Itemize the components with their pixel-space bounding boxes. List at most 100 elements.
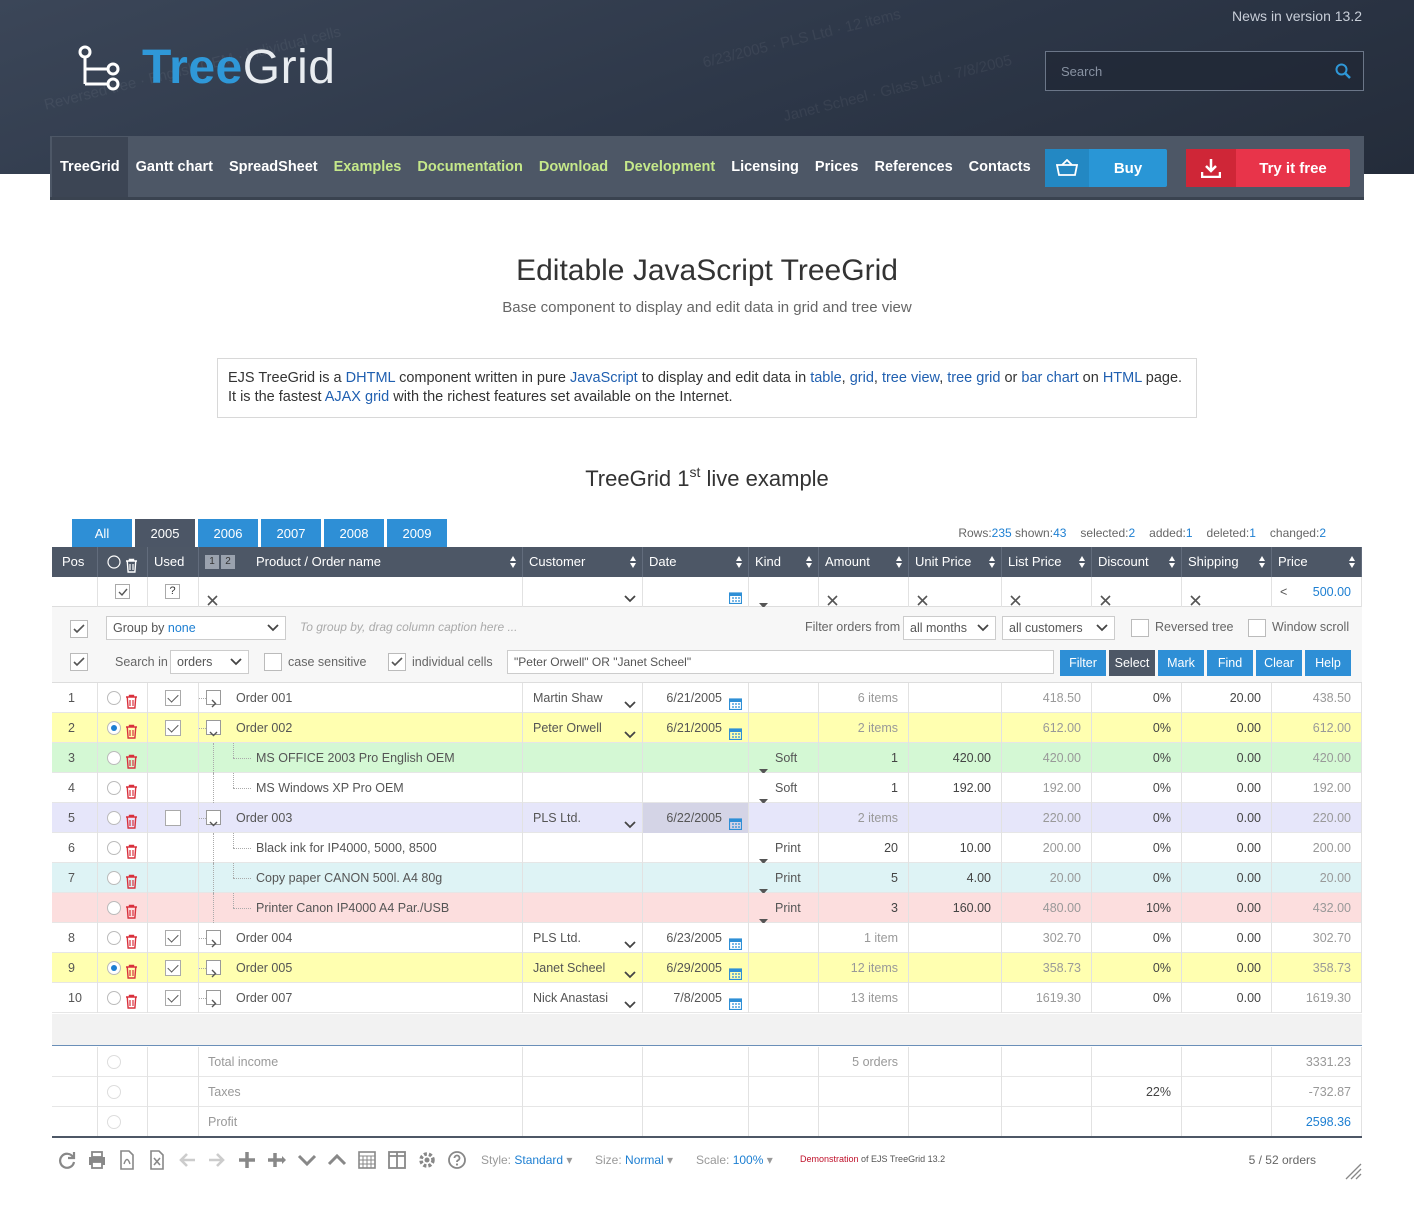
clear-filter-icon[interactable] xyxy=(827,587,838,607)
shipping-cell[interactable]: 0.00 xyxy=(1182,893,1272,923)
calendar-icon[interactable] xyxy=(728,811,743,833)
select-cell[interactable] xyxy=(98,803,148,833)
used-checkbox[interactable] xyxy=(165,960,181,976)
used-cell[interactable] xyxy=(148,953,199,983)
shipping-cell[interactable]: 0.00 xyxy=(1182,953,1272,983)
price-cell[interactable]: 302.70 xyxy=(1272,923,1362,953)
date-cell[interactable] xyxy=(643,893,749,923)
tab-2006[interactable]: 2006 xyxy=(198,519,258,547)
link-grid[interactable]: grid xyxy=(849,370,874,386)
chevron-down-icon[interactable] xyxy=(624,722,636,743)
dropdown-arrow-icon[interactable] xyxy=(759,846,768,863)
used-checkbox[interactable] xyxy=(165,810,181,826)
table-row[interactable]: 1 Order 001 Martin Shaw 6/21/2005 6 items 418… xyxy=(52,683,1362,713)
nav-development[interactable]: Development xyxy=(624,158,716,175)
list-cell[interactable]: 1619.30 xyxy=(1002,983,1092,1013)
discount-cell[interactable]: 0% xyxy=(1092,983,1182,1013)
reversed-tree-checkbox[interactable] xyxy=(1131,619,1149,637)
customer-cell[interactable] xyxy=(523,833,643,863)
site-search[interactable] xyxy=(1045,51,1364,91)
kind-cell[interactable] xyxy=(749,923,819,953)
customer-cell[interactable] xyxy=(523,893,643,923)
sort-icon[interactable] xyxy=(736,556,742,568)
amount-cell[interactable]: 1 item xyxy=(819,923,909,953)
table-row[interactable]: 10 Order 007 Nick Anastasi 7/8/2005 13 items… xyxy=(52,983,1362,1013)
nav-documentation[interactable]: Documentation xyxy=(417,158,523,175)
calendar-icon[interactable] xyxy=(728,721,743,743)
discount-cell[interactable]: 0% xyxy=(1092,713,1182,743)
filter-cell-sel[interactable] xyxy=(98,577,148,607)
list-cell[interactable]: 612.00 xyxy=(1002,713,1092,743)
trash-icon[interactable] xyxy=(125,690,138,720)
name-cell[interactable]: MS OFFICE 2003 Pro English OEM xyxy=(199,743,523,773)
kind-cell[interactable]: Soft xyxy=(749,743,819,773)
add-child-icon[interactable] xyxy=(267,1150,287,1170)
unit-cell[interactable] xyxy=(909,923,1002,953)
sort-icon[interactable] xyxy=(510,556,516,568)
individual-cells-checkbox[interactable] xyxy=(388,653,406,671)
link-tree-view[interactable]: tree view xyxy=(881,370,940,386)
unit-cell[interactable]: 160.00 xyxy=(909,893,1002,923)
search-in-select[interactable]: orders xyxy=(170,650,249,674)
link-bar-chart[interactable]: bar chart xyxy=(1021,370,1079,386)
price-cell[interactable]: 420.00 xyxy=(1272,743,1362,773)
price-cell[interactable]: 612.00 xyxy=(1272,713,1362,743)
search-checkbox[interactable] xyxy=(70,653,88,671)
amount-cell[interactable]: 3 xyxy=(819,893,909,923)
unit-cell[interactable]: 192.00 xyxy=(909,773,1002,803)
filter-cell-price[interactable]: <500.00 xyxy=(1272,577,1362,607)
name-cell[interactable]: Order 001 xyxy=(199,683,523,713)
dropdown-arrow-icon[interactable] xyxy=(759,906,768,923)
search-input[interactable] xyxy=(1046,52,1316,90)
filter-cell-kind[interactable] xyxy=(749,577,819,607)
print-icon[interactable] xyxy=(87,1150,107,1170)
kind-cell[interactable]: Soft xyxy=(749,773,819,803)
used-cell[interactable] xyxy=(148,833,199,863)
shipping-cell[interactable]: 0.00 xyxy=(1182,713,1272,743)
unit-cell[interactable] xyxy=(909,983,1002,1013)
shipping-cell[interactable]: 0.00 xyxy=(1182,923,1272,953)
trash-icon[interactable] xyxy=(125,990,138,1020)
price-cell[interactable]: 192.00 xyxy=(1272,773,1362,803)
expand-icon[interactable] xyxy=(206,930,221,948)
link-tree-grid[interactable]: tree grid xyxy=(947,370,1001,386)
date-cell[interactable] xyxy=(643,833,749,863)
used-checkbox[interactable] xyxy=(165,690,181,706)
calendar-icon[interactable] xyxy=(728,991,743,1013)
news-link[interactable]: News in version 13.2 xyxy=(1232,8,1362,24)
amount-cell[interactable]: 2 items xyxy=(819,803,909,833)
link-table[interactable]: table xyxy=(810,370,842,386)
discount-cell[interactable]: 0% xyxy=(1092,683,1182,713)
group-by-select[interactable]: Group by none xyxy=(106,616,286,640)
select-cell[interactable] xyxy=(98,743,148,773)
link-ajax-grid[interactable]: AJAX grid xyxy=(324,389,390,405)
select-cell[interactable] xyxy=(98,983,148,1013)
list-cell[interactable]: 302.70 xyxy=(1002,923,1092,953)
amount-cell[interactable]: 1 xyxy=(819,743,909,773)
scale-control[interactable]: Scale: 100% ▾ xyxy=(696,1153,773,1167)
customer-cell[interactable] xyxy=(523,773,643,803)
filter-cell-name[interactable] xyxy=(199,577,523,607)
kind-cell[interactable] xyxy=(749,803,819,833)
filter-cell-unit[interactable] xyxy=(909,577,1002,607)
delete-all-icon[interactable] xyxy=(125,554,138,577)
discount-cell[interactable]: 0% xyxy=(1092,923,1182,953)
price-cell[interactable]: 220.00 xyxy=(1272,803,1362,833)
select-cell[interactable] xyxy=(98,863,148,893)
name-cell[interactable]: Order 004 xyxy=(199,923,523,953)
used-cell[interactable] xyxy=(148,983,199,1013)
collapse-icon[interactable] xyxy=(206,810,221,827)
customer-cell[interactable] xyxy=(523,743,643,773)
date-cell[interactable]: 7/8/2005 xyxy=(643,983,749,1013)
row-select-radio[interactable] xyxy=(107,691,121,705)
shipping-cell[interactable]: 0.00 xyxy=(1182,863,1272,893)
sort-icon[interactable] xyxy=(989,556,995,568)
discount-cell[interactable]: 0% xyxy=(1092,953,1182,983)
select-cell[interactable] xyxy=(98,953,148,983)
unit-cell[interactable] xyxy=(909,803,1002,833)
name-cell[interactable]: Order 002 xyxy=(199,713,523,743)
col-header-discount[interactable]: Discount xyxy=(1092,547,1182,577)
reload-icon[interactable] xyxy=(57,1150,77,1170)
row-select-radio[interactable] xyxy=(107,931,121,945)
discount-cell[interactable]: 0% xyxy=(1092,863,1182,893)
